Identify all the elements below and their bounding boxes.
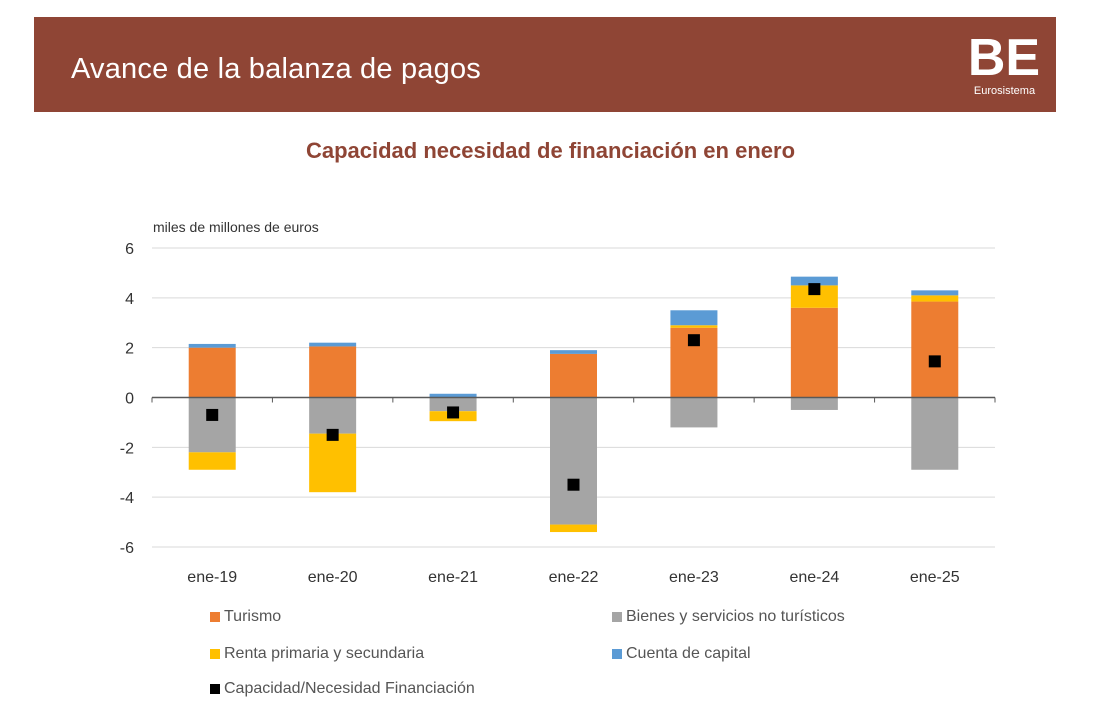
bar-segment-turismo xyxy=(550,353,597,398)
bar-segment-cuenta-de-capital xyxy=(550,350,597,354)
bar-segment-bienes-y-servicios-no-tur-sticos xyxy=(911,397,959,470)
y-axis-unit-label: miles de millones de euros xyxy=(153,219,319,235)
bar-segment-bienes-y-servicios-no-tur-sticos xyxy=(309,397,357,434)
y-tick-label: -4 xyxy=(120,490,134,507)
legend-label: Turismo xyxy=(224,608,282,625)
page-title: Avance de la balanza de pagos xyxy=(71,53,481,85)
capacidad-marker xyxy=(687,334,700,347)
bar-segment-turismo xyxy=(309,346,357,398)
logo-caption: Eurosistema xyxy=(973,85,1036,97)
y-tick-label: 4 xyxy=(125,291,134,308)
header-banner: Avance de la balanza de pagos BE Eurosis… xyxy=(34,17,1056,112)
x-tick-label: ene-21 xyxy=(428,569,478,586)
legend-swatch xyxy=(210,612,220,622)
bar-segment-renta-primaria-y-secundaria xyxy=(309,433,357,493)
logo-text: BE xyxy=(968,29,1040,85)
legend-item-cuenta-capital: Cuenta de capital xyxy=(612,645,751,663)
bar-segment-cuenta-de-capital xyxy=(188,343,236,348)
y-tick-label: -2 xyxy=(120,440,134,457)
x-tick-label: ene-20 xyxy=(308,569,358,586)
legend-swatch xyxy=(612,649,622,659)
bar-segment-cuenta-de-capital xyxy=(309,342,357,347)
y-tick-label: 2 xyxy=(125,341,134,358)
y-tick-label: 6 xyxy=(125,241,134,258)
capacidad-marker xyxy=(326,428,339,441)
bar-segment-turismo xyxy=(911,301,959,398)
bar-segment-bienes-y-servicios-no-tur-sticos xyxy=(550,397,597,525)
legend-item-bienes: Bienes y servicios no turísticos xyxy=(612,608,845,626)
bar-segment-cuenta-de-capital xyxy=(670,310,718,326)
chart-title: Capacidad necesidad de financiación en e… xyxy=(305,138,796,163)
x-tick-label: ene-24 xyxy=(789,569,839,586)
legend-label: Renta primaria y secundaria xyxy=(224,645,425,662)
banco-espana-logo: BE Eurosistema xyxy=(962,29,1047,101)
bar-segment-turismo xyxy=(790,307,838,398)
bar-segment-renta-primaria-y-secundaria xyxy=(790,285,838,308)
bar-segment-renta-primaria-y-secundaria xyxy=(670,325,718,328)
capacidad-marker xyxy=(808,283,821,296)
x-tick-label: ene-19 xyxy=(187,569,237,586)
bar-segment-renta-primaria-y-secundaria xyxy=(188,452,236,470)
capacidad-marker xyxy=(206,408,219,421)
capacidad-marker xyxy=(567,478,580,491)
capacidad-marker xyxy=(928,355,941,368)
bar-segment-bienes-y-servicios-no-tur-sticos xyxy=(670,397,718,428)
x-tick-label: ene-25 xyxy=(910,569,960,586)
legend-item-renta: Renta primaria y secundaria xyxy=(210,645,424,663)
y-tick-label: 0 xyxy=(125,391,134,408)
legend-label: Bienes y servicios no turísticos xyxy=(626,608,845,625)
x-tick-label: ene-22 xyxy=(549,569,599,586)
legend-label: Cuenta de capital xyxy=(626,645,751,662)
bar-segment-renta-primaria-y-secundaria xyxy=(911,295,959,302)
legend-swatch xyxy=(210,684,220,694)
be-logo-mark: BE xyxy=(968,29,1040,85)
bar-segment-bienes-y-servicios-no-tur-sticos xyxy=(429,397,477,412)
legend-swatch xyxy=(210,649,220,659)
x-tick-label: ene-23 xyxy=(669,569,719,586)
bar-segment-cuenta-de-capital xyxy=(790,276,838,286)
legend-swatch xyxy=(612,612,622,622)
capacidad-marker xyxy=(447,406,460,419)
bar-segment-cuenta-de-capital xyxy=(429,393,477,398)
y-tick-label: -6 xyxy=(120,540,134,557)
bar-segment-turismo xyxy=(188,347,236,398)
legend-label: Capacidad/Necesidad Financiación xyxy=(224,680,475,697)
legend-item-capacidad: Capacidad/Necesidad Financiación xyxy=(210,680,475,698)
bar-segment-cuenta-de-capital xyxy=(911,290,959,296)
bar-segment-bienes-y-servicios-no-tur-sticos xyxy=(790,397,838,410)
bar-segment-renta-primaria-y-secundaria xyxy=(550,524,597,533)
bar-segment-bienes-y-servicios-no-tur-sticos xyxy=(188,397,236,453)
legend-item-turismo: Turismo xyxy=(210,608,281,626)
